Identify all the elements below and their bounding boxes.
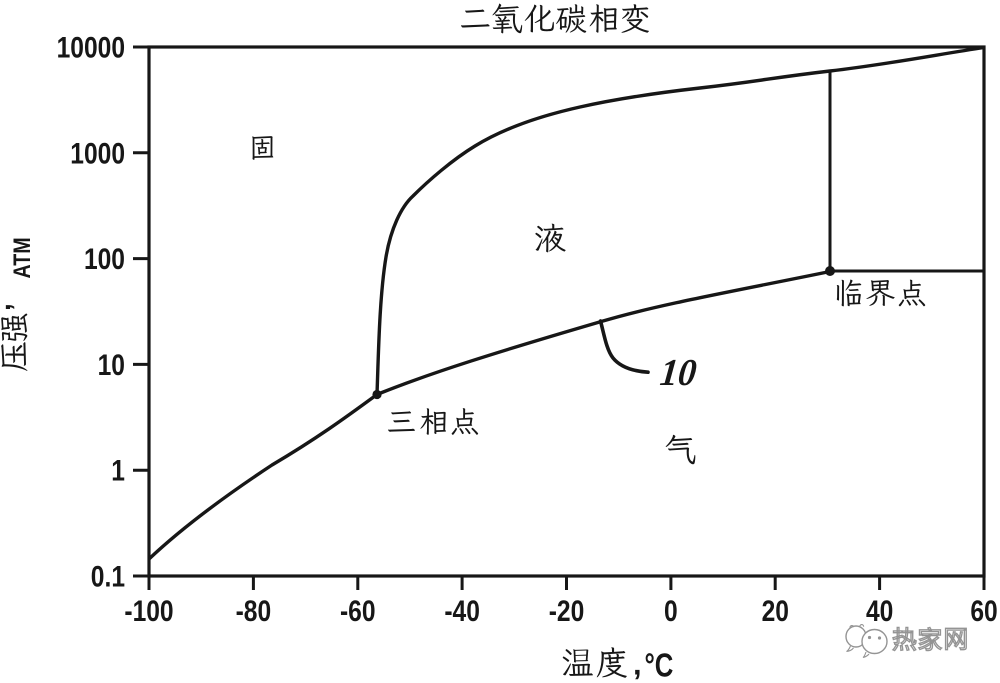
svg-text:-60: -60 — [340, 594, 376, 628]
svg-text:-20: -20 — [549, 594, 585, 628]
svg-text:ATM: ATM — [8, 237, 35, 278]
svg-text:-80: -80 — [236, 594, 272, 628]
svg-text:-100: -100 — [124, 594, 173, 628]
svg-text:60: 60 — [970, 594, 997, 628]
svg-text:-40: -40 — [444, 594, 480, 628]
svg-text:,: , — [633, 647, 642, 682]
svg-text:°C: °C — [645, 648, 674, 683]
svg-text:40: 40 — [866, 594, 893, 628]
svg-text:20: 20 — [762, 594, 789, 628]
svg-text:100: 100 — [84, 242, 125, 276]
svg-text:,: , — [0, 303, 16, 311]
svg-text:0: 0 — [664, 594, 678, 628]
svg-text:0.1: 0.1 — [91, 559, 125, 593]
svg-text:1: 1 — [111, 453, 125, 487]
svg-text:10: 10 — [658, 352, 698, 394]
svg-text:10000: 10000 — [57, 30, 125, 64]
svg-text:10: 10 — [98, 348, 125, 382]
svg-text:1000: 1000 — [70, 136, 125, 170]
